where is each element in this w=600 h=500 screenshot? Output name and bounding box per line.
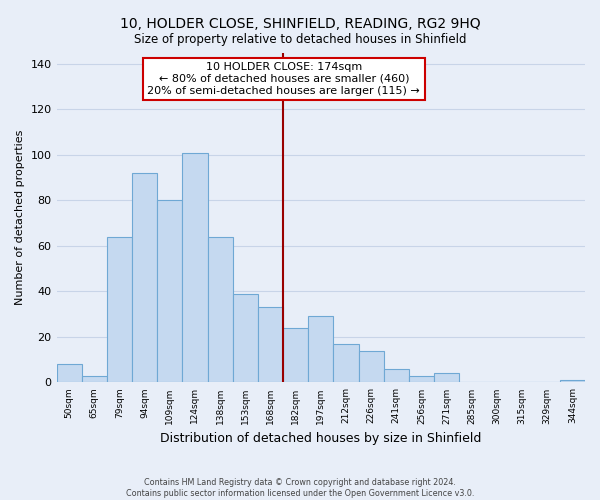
Bar (233, 294, 258, 382)
Bar (132, 173, 157, 382)
Bar (82, 376, 107, 382)
Bar (182, 152, 208, 382)
Bar (334, 344, 359, 382)
Bar (107, 237, 132, 382)
Bar (283, 328, 308, 382)
Text: Contains HM Land Registry data © Crown copyright and database right 2024.
Contai: Contains HM Land Registry data © Crown c… (126, 478, 474, 498)
X-axis label: Distribution of detached houses by size in Shinfield: Distribution of detached houses by size … (160, 432, 481, 445)
Bar (56, 364, 82, 382)
Y-axis label: Number of detached properties: Number of detached properties (15, 130, 25, 305)
Text: 10 HOLDER CLOSE: 174sqm
← 80% of detached houses are smaller (460)
20% of semi-d: 10 HOLDER CLOSE: 174sqm ← 80% of detache… (148, 62, 420, 96)
Bar (359, 350, 383, 382)
Bar (409, 376, 434, 382)
Bar (208, 237, 233, 382)
Bar (258, 308, 283, 382)
Text: Size of property relative to detached houses in Shinfield: Size of property relative to detached ho… (134, 32, 466, 46)
Bar (383, 369, 409, 382)
Bar (308, 316, 334, 382)
Text: 10, HOLDER CLOSE, SHINFIELD, READING, RG2 9HQ: 10, HOLDER CLOSE, SHINFIELD, READING, RG… (119, 18, 481, 32)
Bar (560, 380, 585, 382)
Bar (157, 200, 182, 382)
Bar (434, 374, 459, 382)
